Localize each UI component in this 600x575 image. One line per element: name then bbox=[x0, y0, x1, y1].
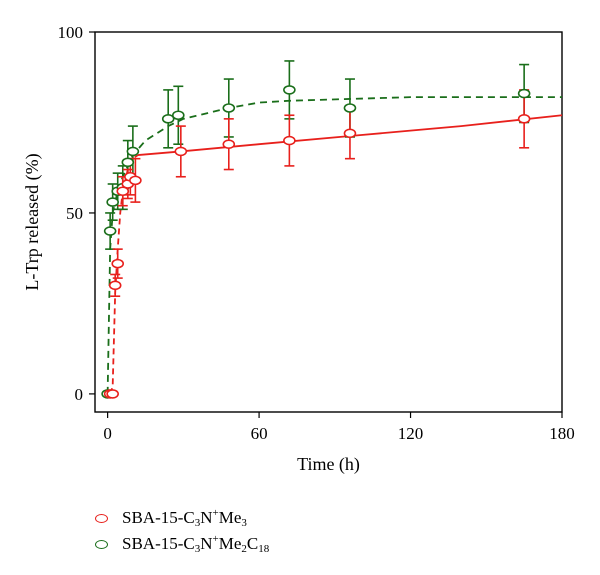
data-points bbox=[101, 85, 531, 399]
y-tick-label: 50 bbox=[66, 204, 83, 223]
point-series-1 bbox=[126, 146, 140, 157]
legend-item-1: SBA-15-C3N+Me2C18 bbox=[95, 531, 515, 557]
plot-svg: 0 60 120 180 0 50 100 Time (h) L-Trp released (%… bbox=[22, 23, 575, 475]
point-series-0 bbox=[116, 186, 130, 197]
point-series-1 bbox=[517, 88, 531, 99]
fit-line-series-1 bbox=[106, 96, 562, 394]
legend-marker-0 bbox=[95, 513, 108, 523]
axes bbox=[89, 31, 563, 418]
y-tick-label: 0 bbox=[75, 385, 84, 404]
legend: SBA-15-C3N+Me3 SBA-15-C3N+Me2C18 bbox=[95, 505, 515, 557]
point-series-0 bbox=[517, 114, 531, 124]
point-series-0 bbox=[174, 146, 188, 157]
point-series-1 bbox=[172, 110, 185, 121]
x-tick-label: 120 bbox=[398, 424, 424, 443]
point-series-0 bbox=[129, 175, 142, 186]
legend-label-0: SBA-15-C3N+Me3 bbox=[122, 507, 247, 529]
point-series-0 bbox=[108, 280, 122, 291]
plot-frame bbox=[94, 31, 563, 413]
legend-label-1: SBA-15-C3N+Me2C18 bbox=[122, 533, 270, 555]
point-series-1 bbox=[222, 103, 236, 113]
point-series-1 bbox=[343, 103, 357, 113]
error-bars bbox=[105, 60, 530, 297]
point-series-1 bbox=[121, 157, 135, 168]
point-series-0 bbox=[111, 258, 125, 269]
fit-line-solid-series-0 bbox=[137, 114, 563, 156]
point-series-0 bbox=[343, 128, 357, 139]
point-series-0 bbox=[222, 139, 236, 149]
x-tick-label: 0 bbox=[103, 424, 112, 443]
point-series-1 bbox=[106, 197, 119, 207]
point-series-0 bbox=[106, 389, 119, 399]
y-tick-label: 100 bbox=[58, 23, 84, 42]
legend-marker-1 bbox=[95, 539, 108, 549]
point-series-0 bbox=[283, 135, 296, 146]
x-tick-label: 60 bbox=[251, 424, 268, 443]
point-series-1 bbox=[283, 85, 296, 95]
point-series-1 bbox=[161, 114, 175, 124]
legend-item-0: SBA-15-C3N+Me3 bbox=[95, 505, 515, 531]
axis-labels: 0 60 120 180 0 50 100 Time (h) L-Trp released (%… bbox=[22, 23, 575, 475]
point-series-1 bbox=[103, 226, 117, 236]
x-axis-title: Time (h) bbox=[297, 454, 360, 475]
y-axis-title: L-Trp released (%) bbox=[22, 153, 43, 290]
x-tick-label: 180 bbox=[549, 424, 575, 443]
fit-lines bbox=[106, 96, 563, 395]
